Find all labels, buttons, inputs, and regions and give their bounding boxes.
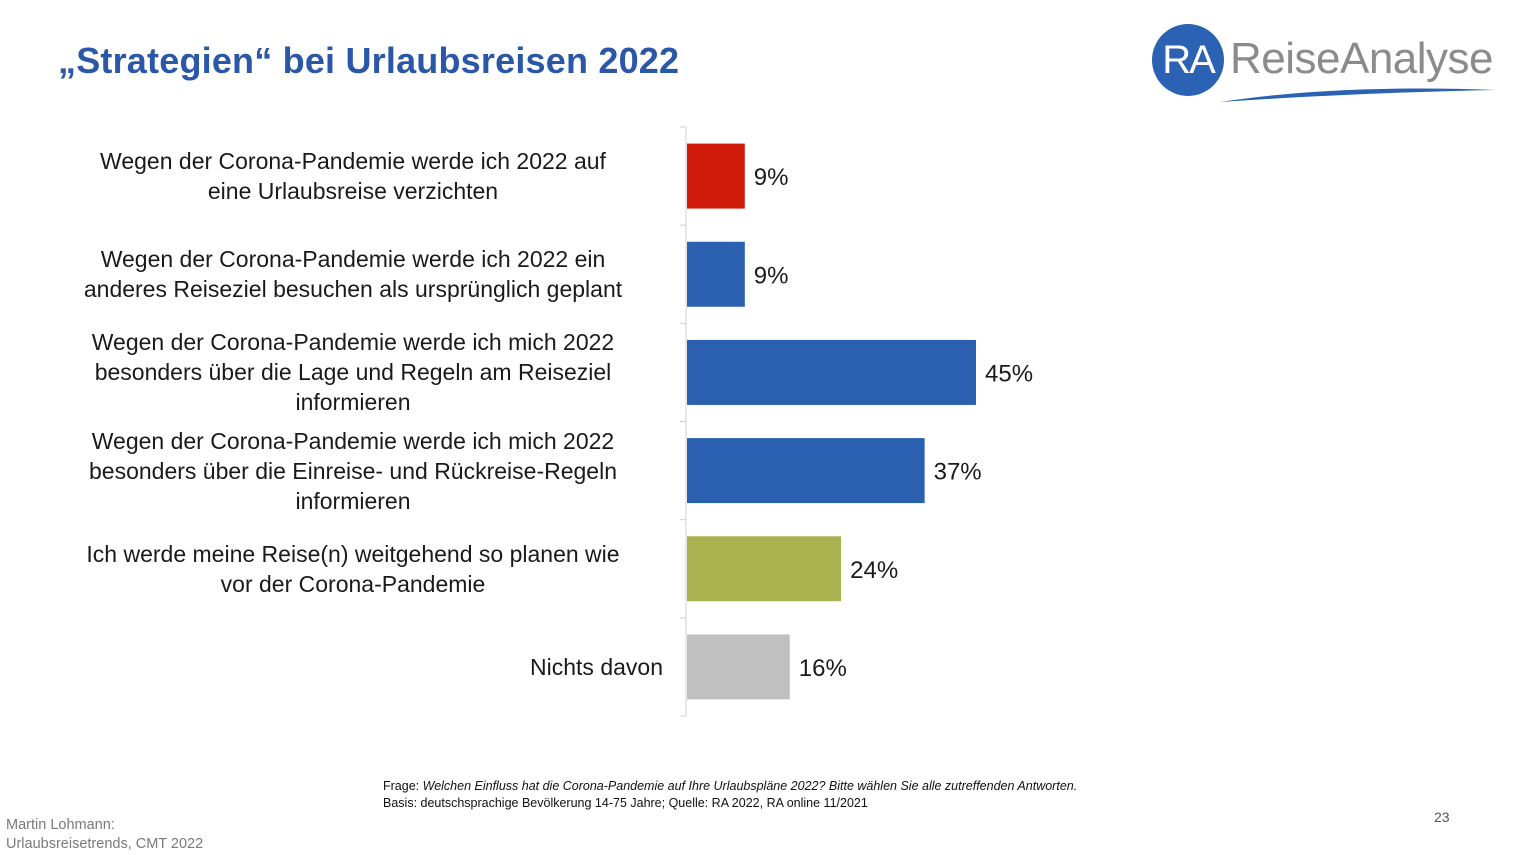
category-label-line: besonders über die Einreise- und Rückrei… — [88, 457, 617, 484]
category-label: Wegen der Corona-Pandemie werde ich 2022… — [43, 244, 663, 304]
category-label-line: informieren — [295, 389, 411, 416]
author-credit: Martin Lohmann: Urlaubsreisetrends, CMT … — [6, 816, 203, 854]
category-label-line: Wegen der Corona-Pandemie werde ich mich… — [91, 427, 615, 454]
footnote: Frage: Welchen Einfluss hat die Corona-P… — [383, 778, 1077, 812]
basis-line: Basis: deutschsprachige Bevölkerung 14-7… — [383, 796, 868, 810]
category-label: Wegen der Corona-Pandemie werde ich 2022… — [43, 146, 663, 206]
presentation-name: Urlaubsreisetrends, CMT 2022 — [6, 836, 204, 852]
bar-value-label: 16% — [799, 655, 847, 682]
category-label: Nichts davon — [43, 652, 663, 682]
bar-value-label: 45% — [985, 360, 1033, 387]
bar-value-label: 37% — [934, 459, 982, 486]
reiseanalyse-logo: RA ReiseAnalyse — [1148, 20, 1498, 104]
bar — [687, 536, 842, 602]
bar — [687, 339, 976, 405]
question-line: Frage: Welchen Einfluss hat die Corona-P… — [383, 778, 1077, 795]
category-label-line: Ich werde meine Reise(n) weitgehend so p… — [86, 540, 620, 567]
bar-value-label: 9% — [754, 262, 789, 289]
bar — [687, 634, 790, 700]
question-label: Frage: — [383, 779, 420, 793]
author-name: Martin Lohmann: — [6, 817, 115, 833]
bar-value-label: 24% — [850, 557, 898, 584]
slide-title: „Strategien“ bei Urlaubsreisen 2022 — [58, 40, 680, 81]
category-label: Wegen der Corona-Pandemie werde ich mich… — [43, 327, 663, 417]
category-label-line: Nichts davon — [530, 653, 663, 680]
bar — [687, 438, 925, 504]
question-text: Welchen Einfluss hat die Corona-Pandemie… — [422, 779, 1078, 793]
category-label-line: besonders über die Lage und Regeln am Re… — [94, 359, 612, 386]
page-number: 23 — [1434, 809, 1450, 825]
category-label-line: vor der Corona-Pandemie — [220, 570, 486, 597]
category-label-line: Wegen der Corona-Pandemie werde ich 2022… — [100, 148, 606, 175]
category-label-line: anderes Reiseziel besuchen als ursprüngl… — [83, 276, 623, 303]
category-label: Wegen der Corona-Pandemie werde ich mich… — [43, 426, 663, 516]
bar — [687, 241, 745, 307]
category-label: Ich werde meine Reise(n) weitgehend so p… — [43, 539, 663, 599]
logo-swoosh-icon — [1220, 88, 1496, 102]
logo-circle: RA — [1152, 24, 1224, 96]
bar — [687, 143, 745, 209]
category-label-line: eine Urlaubsreise verzichten — [207, 178, 499, 205]
category-label-line: informieren — [295, 487, 411, 514]
category-label-line: Wegen der Corona-Pandemie werde ich 2022… — [100, 246, 606, 273]
category-label-line: Wegen der Corona-Pandemie werde ich mich… — [91, 329, 615, 356]
bar-value-label: 9% — [754, 164, 789, 191]
logo-wordmark: ReiseAnalyse — [1230, 34, 1494, 83]
